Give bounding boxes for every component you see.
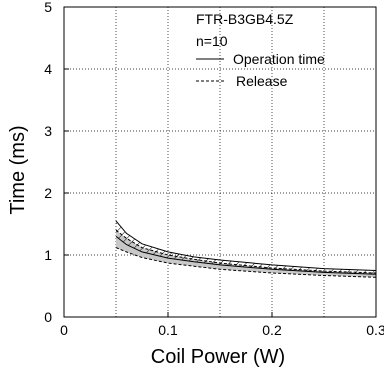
annotation-model: FTR-B3GB4.5Z — [196, 11, 294, 27]
x-tick-label: 0.1 — [158, 322, 178, 338]
y-tick-label: 1 — [44, 247, 52, 263]
axis-ticks: 0 0.1 0.2 0.3 0 1 2 3 4 5 — [44, 0, 384, 338]
release-upper-line — [115, 229, 377, 274]
legend-label-operation-time: Operation time — [233, 51, 325, 67]
release-lower-line — [115, 247, 377, 278]
y-tick-label: 0 — [44, 309, 52, 325]
x-axis-label: Coil Power (W) — [151, 346, 285, 368]
legend-label-release: Release — [236, 73, 288, 89]
legend: FTR-B3GB4.5Z n=10 Operation time Release — [196, 11, 325, 89]
data-bands — [115, 220, 377, 278]
y-tick-label: 5 — [44, 0, 52, 15]
y-tick-label: 4 — [44, 61, 52, 77]
y-axis-label: Time (ms) — [7, 125, 29, 214]
x-tick-label: 0 — [60, 322, 68, 338]
x-tick-label: 0.2 — [262, 322, 282, 338]
plot-frame — [63, 6, 377, 318]
x-tick-label: 0.3 — [366, 322, 384, 338]
annotation-sample-count: n=10 — [196, 33, 228, 49]
operation-time-upper-line — [115, 220, 377, 271]
y-tick-label: 2 — [44, 185, 52, 201]
operation-time-band — [116, 220, 376, 275]
operation-time-lower-line — [115, 236, 377, 275]
y-tick-label: 3 — [44, 123, 52, 139]
